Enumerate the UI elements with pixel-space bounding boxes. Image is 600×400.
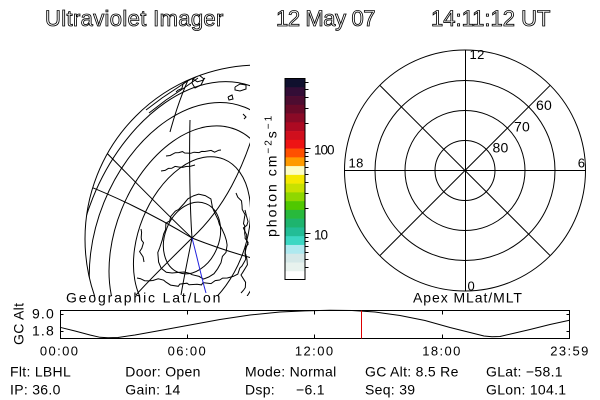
svg-text:18:00: 18:00 bbox=[422, 344, 462, 359]
svg-text:0: 0 bbox=[468, 279, 475, 294]
svg-text:Door: Open: Door: Open bbox=[125, 364, 200, 380]
svg-text:photon cm−2s−1: photon cm−2s−1 bbox=[264, 114, 280, 237]
svg-text:Geographic Lat/Lon: Geographic Lat/Lon bbox=[66, 290, 222, 306]
svg-text:Dsp:: Dsp: bbox=[245, 382, 275, 398]
svg-text:9.0: 9.0 bbox=[32, 305, 55, 321]
svg-text:70: 70 bbox=[514, 119, 530, 135]
svg-text:−6.1: −6.1 bbox=[296, 382, 325, 398]
svg-text:GLon: 104.1: GLon: 104.1 bbox=[486, 382, 566, 398]
svg-text:12: 12 bbox=[470, 47, 485, 62]
svg-text:80: 80 bbox=[493, 140, 509, 156]
svg-text:06:00: 06:00 bbox=[168, 344, 208, 359]
svg-text:1.8: 1.8 bbox=[32, 322, 55, 338]
svg-text:18: 18 bbox=[349, 156, 364, 171]
svg-text:6: 6 bbox=[578, 156, 585, 171]
svg-text:60: 60 bbox=[536, 97, 552, 113]
svg-text:10: 10 bbox=[314, 227, 328, 242]
svg-text:23:59: 23:59 bbox=[550, 344, 590, 359]
svg-text:IP: 36.0: IP: 36.0 bbox=[10, 382, 61, 398]
svg-text:Gain: 14: Gain: 14 bbox=[125, 382, 180, 398]
svg-text:GLat: −58.1: GLat: −58.1 bbox=[486, 364, 563, 380]
svg-text:Seq: 39: Seq: 39 bbox=[365, 382, 415, 398]
svg-text:14:11:12 UT: 14:11:12 UT bbox=[431, 6, 550, 31]
svg-text:12 May 07: 12 May 07 bbox=[276, 6, 375, 31]
svg-text:100: 100 bbox=[314, 142, 334, 157]
svg-text:GC Alt: 8.5 Re: GC Alt: 8.5 Re bbox=[365, 364, 459, 380]
svg-text:12:00: 12:00 bbox=[295, 344, 335, 359]
svg-text:GC Alt: GC Alt bbox=[11, 303, 27, 345]
svg-text:Apex MLat/MLT: Apex MLat/MLT bbox=[413, 290, 523, 306]
svg-text:00:00: 00:00 bbox=[40, 344, 80, 359]
svg-text:Ultraviolet Imager: Ultraviolet Imager bbox=[45, 6, 224, 31]
svg-text:Mode: Normal: Mode: Normal bbox=[245, 364, 337, 380]
svg-text:Flt: LBHL: Flt: LBHL bbox=[10, 364, 71, 380]
